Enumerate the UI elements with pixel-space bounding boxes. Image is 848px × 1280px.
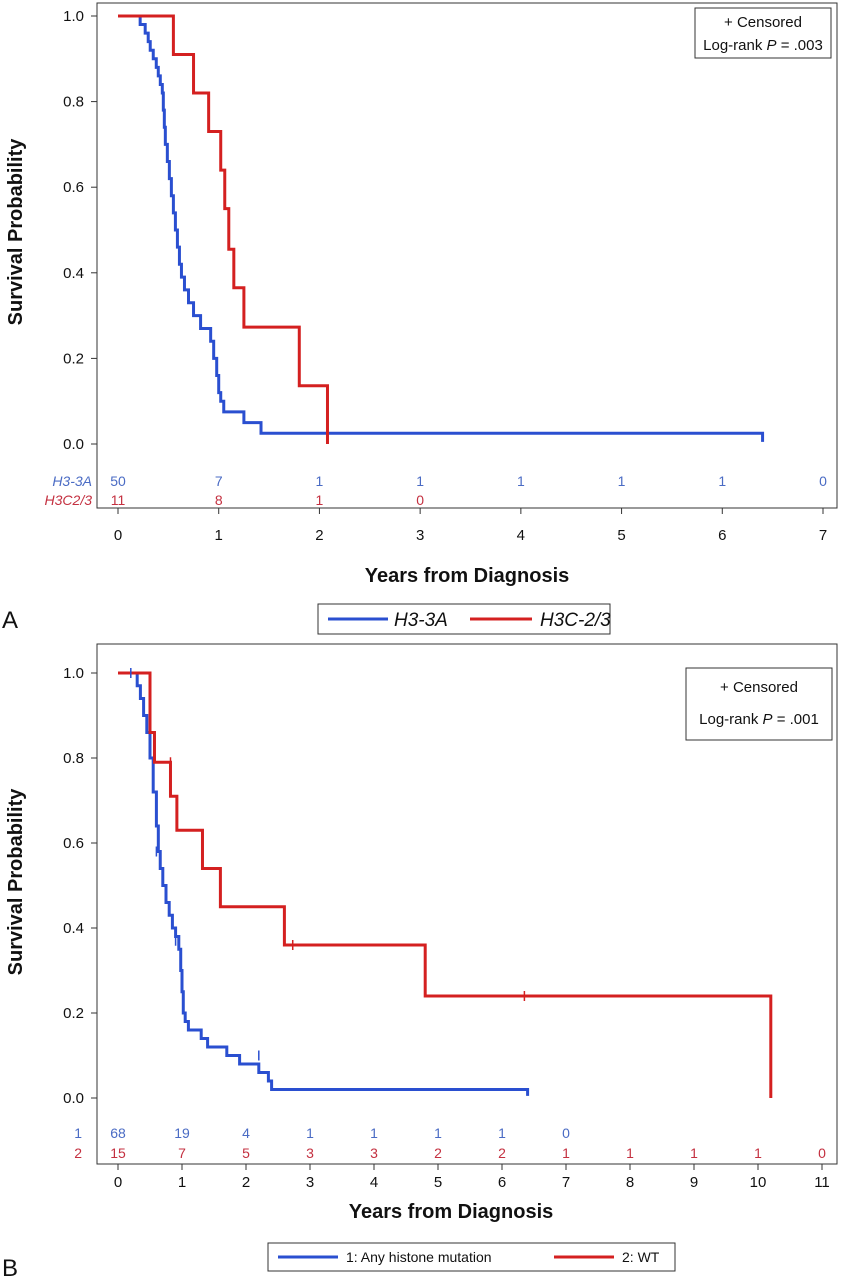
panel-b-risk-value: 1: [562, 1145, 570, 1161]
panel-b-ytick-label: 0.8: [63, 750, 84, 767]
panel-b-risk-value: 2: [498, 1145, 506, 1161]
panel-a-risk-value: 1: [718, 473, 726, 489]
panel-b: Survival Probability Years from Diagnosi…: [2, 643, 838, 1280]
panel-a-ytick-label: 1.0: [63, 8, 84, 25]
panel-a-risk-row-label: H3C2/3: [45, 492, 93, 508]
panel-a-xtick-label: 1: [215, 527, 223, 544]
panel-b-risk-value: 5: [242, 1145, 250, 1161]
panel-a-ylabel: Survival Probability: [5, 138, 27, 326]
panel-a-legend-label-2: H3C-2/3: [540, 610, 611, 631]
panel-a-risk-row-label: H3-3A: [52, 473, 92, 489]
panel-a-risk-value: 7: [215, 473, 223, 489]
chart-marks: 0.00.20.40.60.81.00 1 2 3 4 5 6 7H3-3A 50 7 1 1 1 1 1 0…: [45, 8, 830, 1191]
panel-b-risk-row-label: 2: [74, 1145, 82, 1161]
panel-b-censored-label: + Censored: [720, 679, 798, 696]
panel-b-marks: 0.00.20.40.60.81.00 1 2 3 4 5 6 7 8 9 10 111 68 19 4 1 1…: [63, 665, 830, 1191]
panel-b-risk-value: 1: [306, 1125, 314, 1141]
panel-a-legend: H3-3A H3C-2/3: [317, 603, 611, 635]
panel-a-xtick-label: 6: [718, 527, 726, 544]
panel-b-xtick-label: 1: [178, 1174, 186, 1191]
panel-b-logrank-label: Log-rank P = .001: [699, 711, 819, 728]
panel-a-legend-label-1: H3-3A: [394, 610, 448, 631]
panel-b-xtick-label: 2: [242, 1174, 250, 1191]
panel-b-xtick-label: 6: [498, 1174, 506, 1191]
panel-b-risk-value: 1: [690, 1145, 698, 1161]
panel-b-ytick-label: 0.4: [63, 920, 84, 937]
panel-b-risk-value: 1: [626, 1145, 634, 1161]
panel-b-risk-value: 1: [434, 1125, 442, 1141]
panel-b-risk-value: 0: [818, 1145, 826, 1161]
panel-a-risk-value: 0: [416, 492, 424, 508]
panel-b-risk-value: 0: [562, 1125, 570, 1141]
panel-b-ytick-label: 0.6: [63, 835, 84, 852]
panel-a-risk-value: 1: [618, 473, 626, 489]
panel-b-risk-value: 2: [434, 1145, 442, 1161]
panel-b-ytick-label: 1.0: [63, 665, 84, 682]
panel-a-ytick-label: 0.0: [63, 436, 84, 453]
panel-b-xtick-label: 0: [114, 1174, 122, 1191]
panel-b-xlabel: Years from Diagnosis: [349, 1201, 554, 1223]
panel-b-xtick-label: 8: [626, 1174, 634, 1191]
panel-b-xtick-label: 10: [750, 1174, 767, 1191]
panel-b-xtick-label: 7: [562, 1174, 570, 1191]
panel-a-plot-frame: [96, 2, 838, 509]
panel-a-xtick-label: 3: [416, 527, 424, 544]
panel-a: Survival Probability Years from Diagnosi…: [2, 2, 838, 635]
panel-a-xtick-label: 4: [517, 527, 525, 544]
panel-a-xtick-label: 2: [315, 527, 323, 544]
panel-a-series-2-line: [118, 14, 329, 444]
panel-b-xtick-label: 4: [370, 1174, 378, 1191]
panel-b-xtick-label: 5: [434, 1174, 442, 1191]
panel-a-ytick-label: 0.2: [63, 350, 84, 367]
panel-b-series-2-line: [118, 671, 773, 1098]
panel-a-risk-value: 1: [517, 473, 525, 489]
panel-b-ylabel: Survival Probability: [5, 788, 27, 976]
panel-a-marks: 0.00.20.40.60.81.00 1 2 3 4 5 6 7H3-3A 50 7 1 1 1 1 1 0…: [45, 8, 828, 544]
panel-b-legend: 1: Any histone mutation 2: WT: [267, 1242, 676, 1272]
panel-b-letter: B: [2, 1255, 18, 1280]
panel-a-risk-value: 8: [215, 492, 223, 508]
panel-b-xtick-label: 3: [306, 1174, 314, 1191]
panel-b-risk-value: 68: [110, 1125, 126, 1141]
panel-b-risk-value: 4: [242, 1125, 250, 1141]
panel-b-plot-frame: [96, 643, 838, 1165]
panel-a-letter: A: [2, 607, 18, 634]
panel-b-series-1-line: [118, 671, 530, 1096]
panel-b-risk-row-label: 1: [74, 1125, 82, 1141]
panel-a-xtick-label: 5: [617, 527, 625, 544]
panel-a-logrank-label: Log-rank P = .003: [703, 37, 823, 54]
panel-b-risk-value: 3: [306, 1145, 314, 1161]
panel-a-xtick-label: 7: [819, 527, 827, 544]
panel-a-risk-value: 0: [819, 473, 827, 489]
panel-a-risk-value: 1: [316, 473, 324, 489]
panel-a-censored-label: + Censored: [724, 14, 802, 31]
panel-a-risk-value: 11: [111, 492, 126, 508]
panel-b-risk-value: 1: [754, 1145, 762, 1161]
panel-b-inset-box: + Censored Log-rank P = .001: [685, 667, 833, 741]
panel-b-risk-value: 15: [110, 1145, 126, 1161]
panel-b-risk-value: 19: [174, 1125, 190, 1141]
panel-a-inset-box: + Censored Log-rank P = .003: [694, 7, 832, 59]
panel-a-risk-value: 50: [110, 473, 126, 489]
panel-b-xtick-label: 9: [690, 1174, 698, 1191]
panel-a-ytick-label: 0.4: [63, 265, 84, 282]
panel-b-risk-value: 1: [498, 1125, 506, 1141]
panel-a-risk-value: 1: [316, 492, 324, 508]
panel-b-legend-label-2: 2: WT: [622, 1249, 660, 1265]
panel-b-ytick-label: 0.0: [63, 1090, 84, 1107]
panel-a-xlabel: Years from Diagnosis: [365, 565, 570, 587]
panel-a-risk-value: 1: [416, 473, 424, 489]
panel-a-ytick-label: 0.8: [63, 94, 84, 111]
panel-b-risk-value: 7: [178, 1145, 186, 1161]
panel-b-risk-value: 3: [370, 1145, 378, 1161]
panel-b-risk-value: 1: [370, 1125, 378, 1141]
panel-b-xtick-label: 11: [814, 1174, 830, 1191]
panel-a-xtick-label: 0: [114, 527, 122, 544]
panel-b-ytick-label: 0.2: [63, 1005, 84, 1022]
panel-b-legend-label-1: 1: Any histone mutation: [346, 1249, 492, 1265]
panel-a-ytick-label: 0.6: [63, 179, 84, 196]
panel-a-series-1-line: [118, 14, 765, 442]
